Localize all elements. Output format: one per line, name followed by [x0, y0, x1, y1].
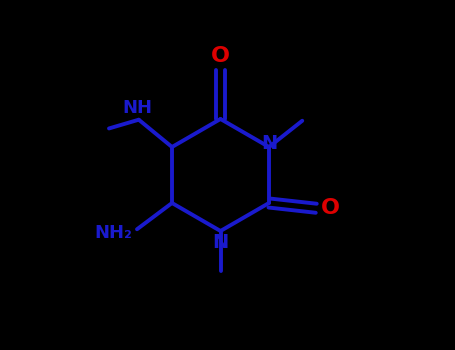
Text: O: O — [211, 46, 230, 66]
Text: NH: NH — [122, 99, 152, 117]
Text: O: O — [321, 198, 340, 218]
Text: NH₂: NH₂ — [94, 224, 132, 242]
Text: N: N — [261, 134, 277, 153]
Text: N: N — [212, 233, 228, 252]
